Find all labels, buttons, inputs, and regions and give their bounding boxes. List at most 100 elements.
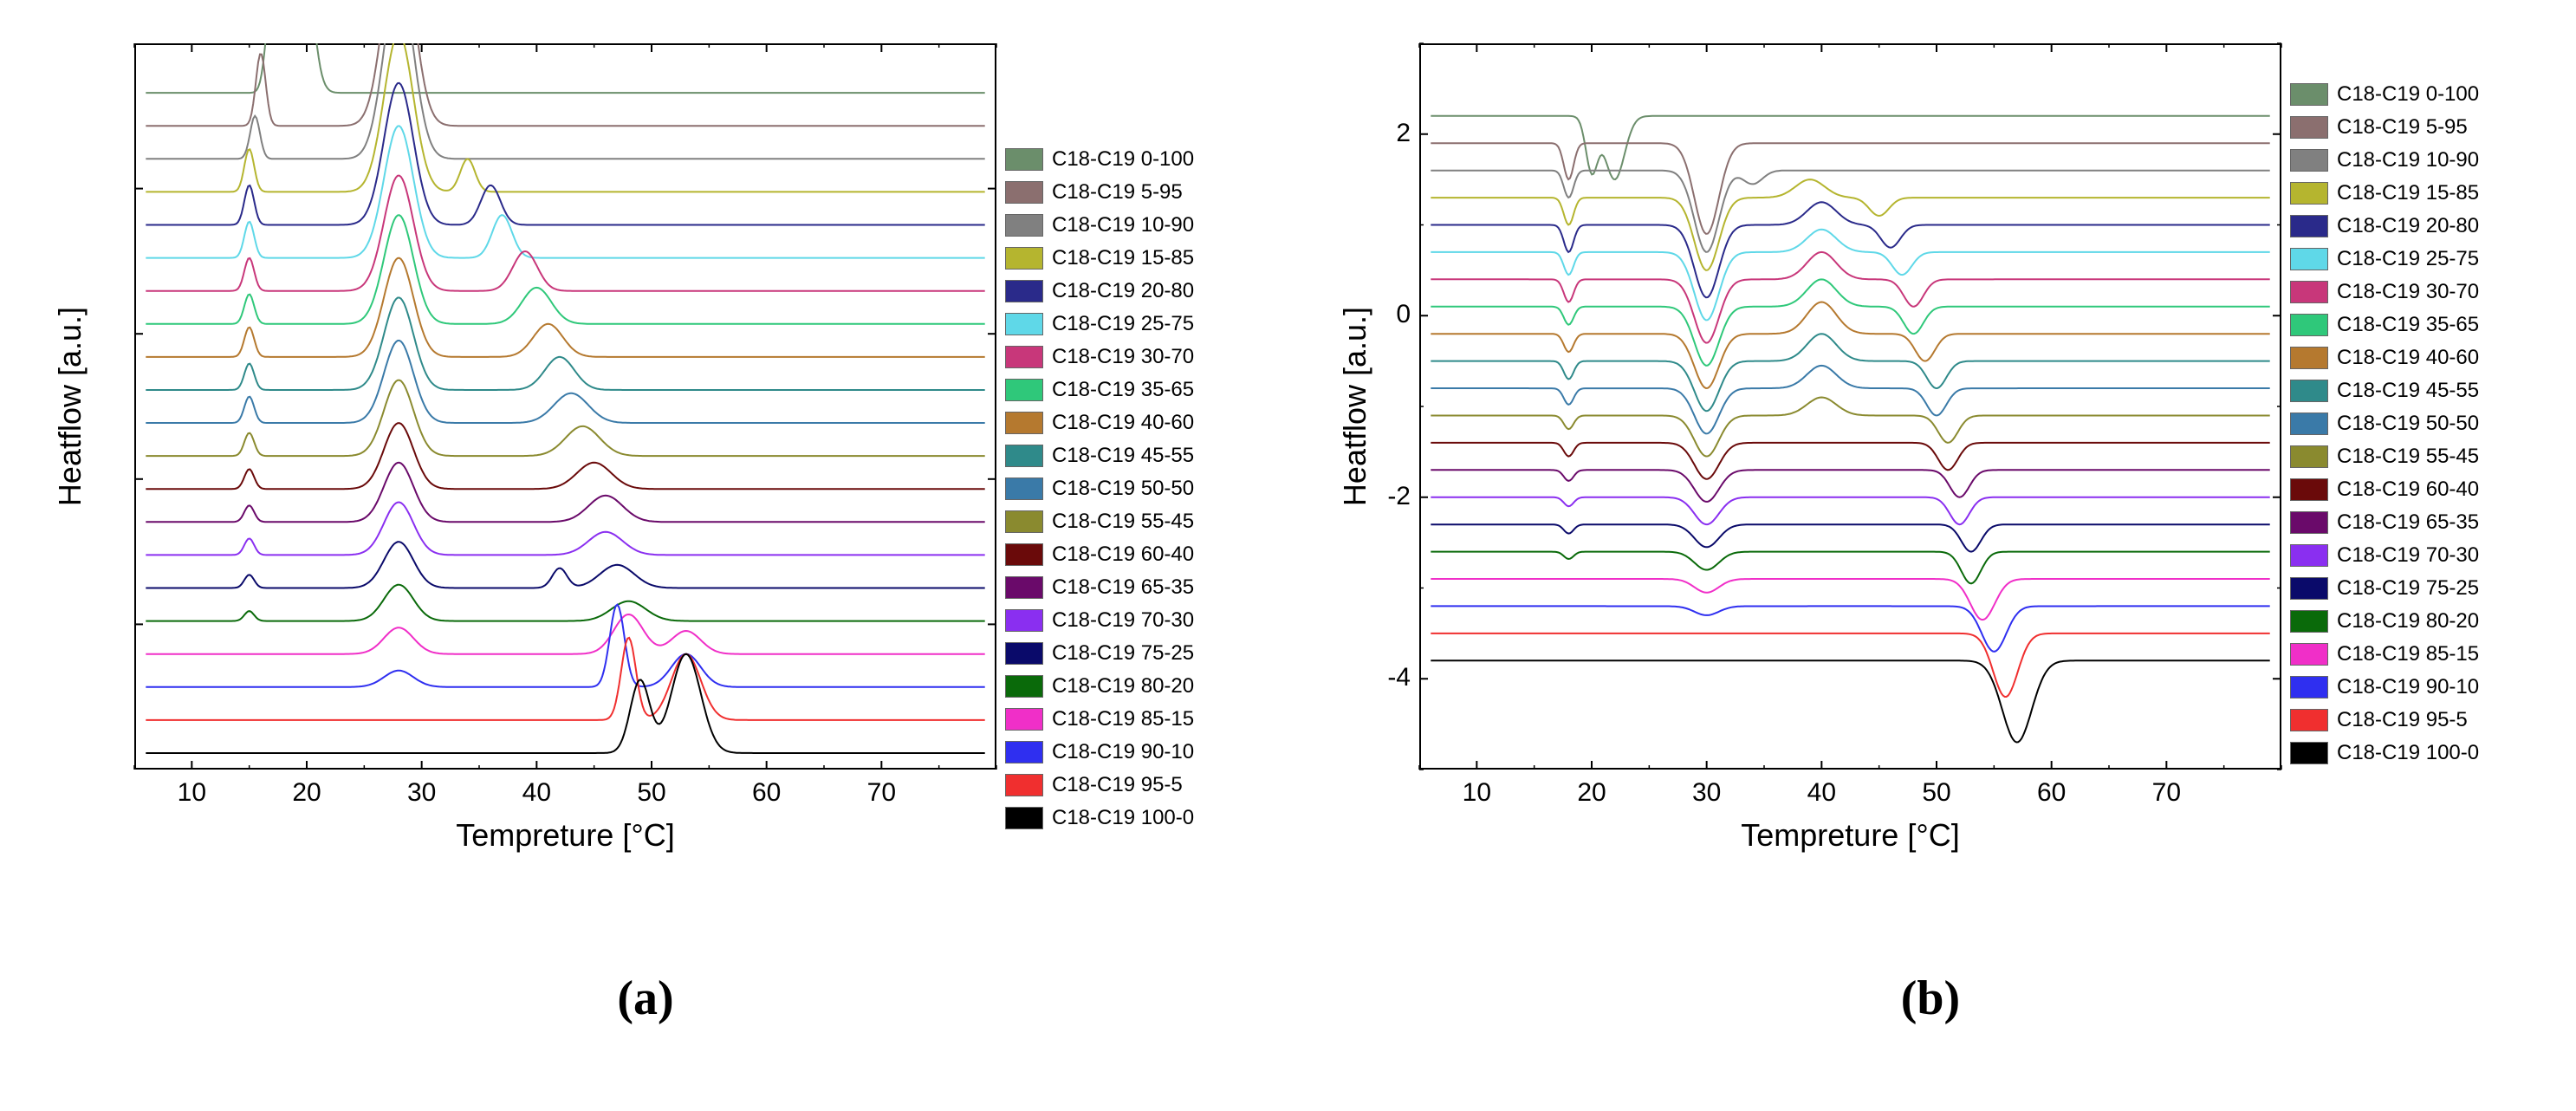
series-line: [146, 542, 984, 588]
legend-swatch: [1005, 379, 1043, 401]
legend-item: C18-C19 10-90: [2290, 144, 2479, 177]
x-tick-label: 40: [510, 778, 562, 808]
series-line: [146, 258, 984, 357]
series-line: [1431, 633, 2269, 697]
x-tick-label: 30: [396, 778, 448, 808]
legend-item: C18-C19 30-70: [1005, 341, 1194, 374]
legend-swatch: [2290, 511, 2328, 534]
legend-label: C18-C19 90-10: [1052, 740, 1194, 764]
series-line: [146, 176, 984, 291]
series-line: [146, 463, 984, 523]
y-axis-label-a: Heatflow [a.u.]: [52, 233, 88, 580]
legend-swatch: [1005, 280, 1043, 302]
legend-swatch: [2290, 116, 2328, 139]
legend-swatch: [1005, 609, 1043, 632]
legend-label: C18-C19 50-50: [1052, 477, 1194, 501]
legend-label: C18-C19 30-70: [2337, 280, 2479, 304]
series-line: [146, 9, 984, 126]
legend-item: C18-C19 35-65: [1005, 374, 1194, 406]
series-line: [1431, 660, 2269, 742]
legend-label: C18-C19 70-30: [2337, 543, 2479, 568]
series-line: [1431, 606, 2269, 651]
legend-item: C18-C19 5-95: [1005, 176, 1194, 209]
legend-item: C18-C19 95-5: [1005, 769, 1194, 802]
series-line: [146, 380, 984, 456]
series-line: [1431, 579, 2269, 620]
legend-label: C18-C19 75-25: [2337, 576, 2479, 601]
legend-swatch: [2290, 742, 2328, 764]
legend-label: C18-C19 55-45: [1052, 510, 1194, 534]
legend-swatch: [1005, 346, 1043, 368]
legend-label: C18-C19 20-80: [1052, 279, 1194, 303]
legend-item: C18-C19 40-60: [2290, 341, 2479, 374]
series-line: [146, 605, 984, 687]
x-axis-label-a: Tempreture [°C]: [393, 817, 739, 854]
legend-item: C18-C19 60-40: [2290, 473, 2479, 506]
x-tick-label: 40: [1795, 778, 1847, 808]
panel-b: C18-C19 0-100 C18-C19 5-95 C18-C19 10-90 C1…: [1294, 9, 2567, 875]
legend-item: C18-C19 0-100: [1005, 143, 1194, 176]
legend-label: C18-C19 35-65: [1052, 378, 1194, 402]
legend-item: C18-C19 90-10: [1005, 736, 1194, 769]
legend-swatch: [1005, 313, 1043, 335]
legend-label: C18-C19 55-45: [2337, 445, 2479, 469]
legend-swatch: [1005, 181, 1043, 204]
legend-item: C18-C19 80-20: [2290, 605, 2479, 638]
legend-item: C18-C19 70-30: [1005, 604, 1194, 637]
legend-item: C18-C19 25-75: [2290, 243, 2479, 276]
x-tick-label: 50: [1911, 778, 1963, 808]
legend-item: C18-C19 20-80: [2290, 210, 2479, 243]
series-line: [1431, 443, 2269, 479]
legend-label: C18-C19 65-35: [1052, 575, 1194, 600]
legend-item: C18-C19 50-50: [2290, 407, 2479, 440]
series-line: [1431, 334, 2269, 411]
legend-item: C18-C19 95-5: [2290, 704, 2479, 737]
legend-swatch: [2290, 577, 2328, 600]
legend-swatch: [1005, 774, 1043, 796]
legend-label: C18-C19 100-0: [2337, 741, 2479, 765]
y-tick-label: -2: [1359, 482, 1411, 511]
series-line: [1431, 143, 2269, 234]
legend-item: C18-C19 100-0: [1005, 802, 1194, 835]
legend-label: C18-C19 15-85: [2337, 181, 2479, 205]
legend-swatch: [2290, 478, 2328, 501]
legend-item: C18-C19 55-45: [1005, 505, 1194, 538]
series-line: [146, 503, 984, 556]
y-tick-label: 2: [1359, 119, 1411, 148]
series-line: [146, 638, 984, 720]
x-tick-label: 20: [281, 778, 333, 808]
legend-label: C18-C19 100-0: [1052, 806, 1194, 830]
legend-label: C18-C19 80-20: [1052, 674, 1194, 698]
legend-item: C18-C19 30-70: [2290, 276, 2479, 309]
legend-item: C18-C19 25-75: [1005, 308, 1194, 341]
legend-item: C18-C19 85-15: [2290, 638, 2479, 671]
legend-item: C18-C19 55-45: [2290, 440, 2479, 473]
legend-label: C18-C19 5-95: [2337, 115, 2468, 140]
legend-swatch: [1005, 708, 1043, 731]
legend-item: C18-C19 45-55: [2290, 374, 2479, 407]
legend-swatch: [2290, 544, 2328, 567]
legend-label: C18-C19 95-5: [1052, 773, 1183, 797]
legend-swatch: [2290, 248, 2328, 270]
series-line: [146, 341, 984, 423]
x-tick-label: 10: [1450, 778, 1502, 808]
x-tick-label: 70: [2140, 778, 2192, 808]
legend-swatch: [2290, 643, 2328, 666]
legend-swatch: [2290, 676, 2328, 698]
legend-label: C18-C19 0-100: [2337, 82, 2479, 107]
legend-swatch: [2290, 182, 2328, 205]
series-line: [146, 9, 984, 93]
legend-label: C18-C19 60-40: [2337, 478, 2479, 502]
legend-swatch: [1005, 148, 1043, 171]
legend-swatch: [2290, 149, 2328, 172]
legend-swatch: [1005, 478, 1043, 500]
legend-swatch: [1005, 445, 1043, 467]
legend-swatch: [1005, 576, 1043, 599]
legend-item: C18-C19 35-65: [2290, 309, 2479, 341]
legend-swatch: [2290, 413, 2328, 435]
legend-label: C18-C19 0-100: [1052, 147, 1194, 172]
y-axis-label-b: Heatflow [a.u.]: [1337, 233, 1373, 580]
x-tick-label: 70: [855, 778, 907, 808]
legend-item: C18-C19 50-50: [1005, 472, 1194, 505]
legend-item: C18-C19 80-20: [1005, 670, 1194, 703]
